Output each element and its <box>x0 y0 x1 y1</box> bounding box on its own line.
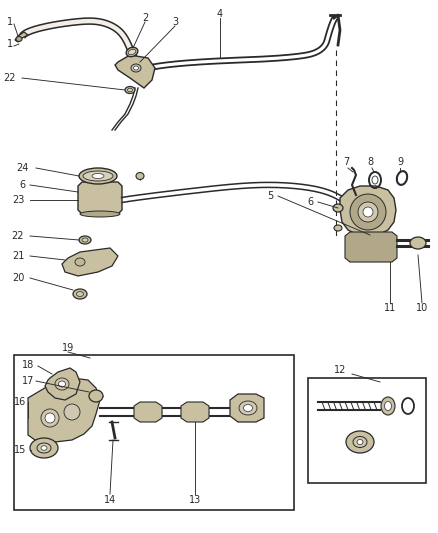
Text: 3: 3 <box>172 17 178 27</box>
Text: 6: 6 <box>19 180 25 190</box>
Ellipse shape <box>357 440 363 445</box>
Text: 22: 22 <box>4 73 16 83</box>
Polygon shape <box>181 402 209 422</box>
Circle shape <box>363 207 373 217</box>
Polygon shape <box>15 32 28 42</box>
Polygon shape <box>19 18 138 61</box>
Text: 11: 11 <box>384 303 396 313</box>
Circle shape <box>41 409 59 427</box>
Text: 6: 6 <box>307 197 313 207</box>
Text: 13: 13 <box>189 495 201 505</box>
Polygon shape <box>78 182 122 214</box>
Ellipse shape <box>79 168 117 184</box>
Polygon shape <box>134 402 162 422</box>
Ellipse shape <box>79 236 91 244</box>
Text: 10: 10 <box>416 303 428 313</box>
Text: 4: 4 <box>217 9 223 19</box>
Ellipse shape <box>92 174 104 179</box>
Polygon shape <box>230 394 264 422</box>
Ellipse shape <box>244 405 252 411</box>
Ellipse shape <box>16 36 22 42</box>
Text: 20: 20 <box>12 273 24 283</box>
Circle shape <box>45 413 55 423</box>
Ellipse shape <box>73 289 87 299</box>
Text: 1: 1 <box>7 17 13 27</box>
Text: 7: 7 <box>343 157 349 167</box>
Text: 12: 12 <box>334 365 346 375</box>
Ellipse shape <box>37 443 51 453</box>
Ellipse shape <box>334 225 342 231</box>
Ellipse shape <box>80 211 120 217</box>
Polygon shape <box>340 186 396 236</box>
Ellipse shape <box>136 173 144 180</box>
Circle shape <box>358 202 378 222</box>
Text: 17: 17 <box>22 376 34 386</box>
Polygon shape <box>115 55 155 88</box>
Ellipse shape <box>385 401 392 410</box>
Ellipse shape <box>89 390 103 402</box>
Ellipse shape <box>75 258 85 266</box>
Circle shape <box>350 194 386 230</box>
Ellipse shape <box>131 64 141 72</box>
Text: 18: 18 <box>22 360 34 370</box>
Ellipse shape <box>126 47 138 56</box>
Ellipse shape <box>30 438 58 458</box>
Ellipse shape <box>82 238 88 242</box>
Ellipse shape <box>128 49 136 55</box>
Text: 14: 14 <box>104 495 116 505</box>
Text: 2: 2 <box>142 13 148 23</box>
Ellipse shape <box>134 66 138 70</box>
Text: 22: 22 <box>12 231 24 241</box>
Text: 23: 23 <box>12 195 24 205</box>
Polygon shape <box>345 232 397 262</box>
Ellipse shape <box>125 86 135 93</box>
Text: 5: 5 <box>267 191 273 201</box>
Ellipse shape <box>410 237 426 249</box>
Text: 24: 24 <box>16 163 28 173</box>
Bar <box>308 378 426 483</box>
Ellipse shape <box>77 292 84 296</box>
Ellipse shape <box>83 171 113 181</box>
Text: 9: 9 <box>397 157 403 167</box>
Ellipse shape <box>127 88 133 92</box>
Polygon shape <box>45 368 80 400</box>
Circle shape <box>64 404 80 420</box>
Text: 19: 19 <box>62 343 74 353</box>
Text: 21: 21 <box>12 251 24 261</box>
Ellipse shape <box>381 397 395 415</box>
Ellipse shape <box>346 431 374 453</box>
Text: 15: 15 <box>14 445 26 455</box>
Ellipse shape <box>239 401 257 415</box>
Ellipse shape <box>333 204 343 212</box>
Ellipse shape <box>59 381 66 387</box>
Ellipse shape <box>41 446 47 450</box>
Text: 8: 8 <box>367 157 373 167</box>
Ellipse shape <box>353 437 367 448</box>
Text: 16: 16 <box>14 397 26 407</box>
Bar <box>14 355 294 510</box>
Text: 1: 1 <box>7 39 13 49</box>
Ellipse shape <box>55 378 69 390</box>
Polygon shape <box>28 378 100 442</box>
Polygon shape <box>62 248 118 276</box>
